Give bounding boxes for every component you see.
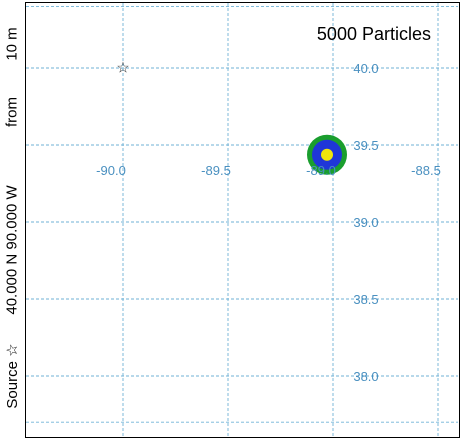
coordinate-labels: 40.039.539.038.538.0-90.5-90.0-89.5-89.0…: [0, 61, 441, 384]
plume-core: [321, 148, 333, 161]
source-star-icon: ☆: [116, 60, 129, 77]
longitude-label: -88.5: [411, 163, 441, 178]
latitude-label: 39.0: [353, 215, 378, 230]
graticule: [17, 3, 458, 436]
river-boundary-west: [30, 191, 114, 365]
source-coordinates: 40.000 N 90.000 W: [3, 185, 21, 315]
map-panel: 40.039.539.038.538.0-90.5-90.0-89.5-89.0…: [0, 2, 460, 438]
map-canvas: 40.039.539.038.538.0-90.5-90.0-89.5-89.0…: [0, 3, 458, 436]
particle-plumes: [307, 134, 347, 175]
release-height: 10 m: [3, 27, 21, 61]
source-caption: Source ☆ 40.000 N 90.000 W from 10 m: [1, 0, 23, 444]
latitude-label: 40.0: [353, 61, 378, 76]
latitude-label: 38.5: [353, 292, 378, 307]
source-label: Source ☆: [4, 343, 21, 409]
longitude-label: -90.0: [96, 163, 126, 178]
longitude-label: -89.0: [306, 163, 336, 178]
latitude-label: 39.5: [353, 138, 378, 153]
latitude-label: 38.0: [353, 369, 378, 384]
from-label: from: [3, 97, 21, 127]
particle-count-title: 5000 Particles: [317, 24, 431, 44]
longitude-label: -89.5: [201, 163, 231, 178]
